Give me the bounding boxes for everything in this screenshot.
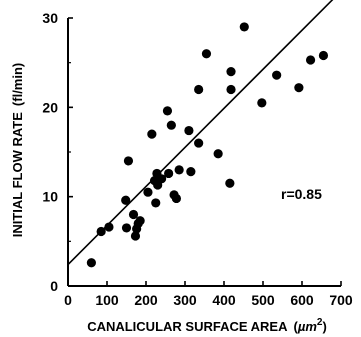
data-point	[121, 223, 132, 233]
data-point	[272, 70, 282, 80]
data-point	[166, 120, 176, 130]
x-axis-label: CANALICULAR SURFACE AREA	[87, 319, 288, 334]
data-point	[162, 106, 173, 116]
data-point	[128, 209, 139, 220]
data-point	[171, 193, 182, 204]
data-point	[225, 178, 235, 188]
data-point	[305, 55, 316, 65]
x-tick-label: 500	[251, 292, 275, 308]
y-axis-unit: (fl/min)	[10, 63, 25, 106]
y-tick-label: 20	[42, 99, 58, 115]
data-point	[201, 49, 212, 59]
data-point	[194, 138, 204, 148]
tick-marks	[67, 17, 342, 287]
x-tick-label: 400	[212, 292, 236, 308]
data-point	[186, 167, 196, 177]
correlation-annotation: r=0.85	[281, 186, 322, 202]
data-point	[294, 83, 304, 93]
x-tick-label: 200	[134, 292, 158, 308]
x-axis-unit: µm	[297, 319, 317, 334]
data-point	[86, 258, 96, 268]
data-point	[226, 84, 236, 95]
data-point	[157, 174, 167, 184]
y-axis-label: INITIAL FLOW RATE	[10, 112, 25, 237]
data-point	[151, 198, 161, 208]
data-point	[135, 216, 145, 226]
data-points	[86, 22, 329, 268]
data-point	[143, 187, 153, 197]
x-tick-label: 600	[290, 292, 314, 308]
x-tick-label: 300	[173, 292, 197, 308]
data-point	[174, 165, 184, 175]
data-point	[318, 50, 329, 61]
data-point	[184, 125, 194, 136]
data-point	[257, 98, 267, 108]
y-tick-label: 0	[50, 278, 58, 294]
regression-line	[67, 0, 334, 266]
data-point	[164, 168, 174, 179]
x-tick-label: 700	[329, 292, 353, 308]
data-point	[213, 149, 223, 159]
y-axis-title: INITIAL FLOW RATE (fl/min)	[10, 63, 25, 238]
data-point	[194, 84, 204, 95]
x-axis-title: CANALICULAR SURFACE AREA (µm2)	[87, 317, 327, 334]
data-point	[239, 22, 249, 32]
data-point	[123, 156, 134, 166]
y-tick-label: 30	[42, 10, 58, 26]
x-tick-label: 0	[64, 292, 72, 308]
data-point	[96, 226, 106, 237]
x-axis-unit-exponent: 2	[317, 317, 323, 328]
axes	[67, 18, 341, 287]
data-point	[130, 231, 141, 241]
data-point	[226, 67, 236, 77]
tick-labels: 0 100 200 300 400 500 600 700 0 10 20 30	[42, 10, 352, 308]
data-point	[147, 129, 157, 139]
x-tick-label: 100	[95, 292, 119, 308]
data-point	[104, 222, 114, 232]
y-tick-label: 10	[42, 189, 58, 205]
data-point	[121, 195, 131, 205]
